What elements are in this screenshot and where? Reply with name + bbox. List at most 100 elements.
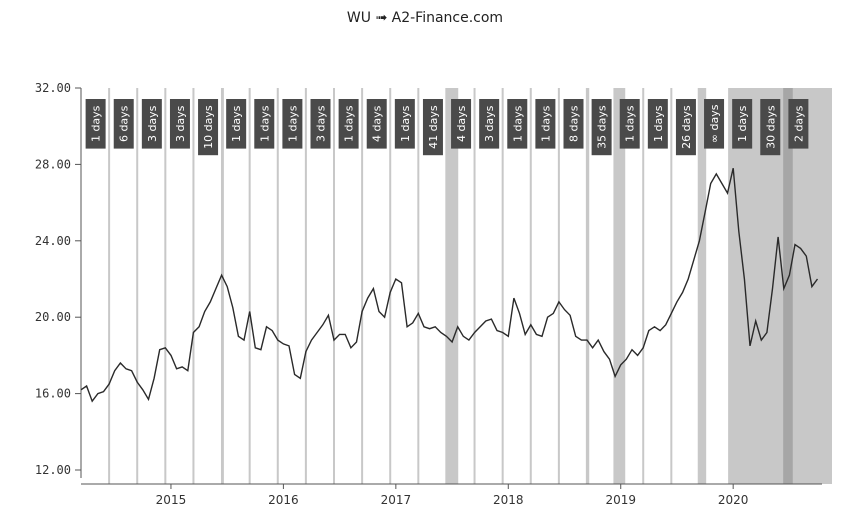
event-badge-19: 1 days [619, 99, 640, 149]
event-badge-10: 4 days [366, 99, 387, 149]
x-tick-label: 2016 [268, 493, 299, 507]
shaded-band-1 [445, 88, 459, 484]
badge-box [591, 99, 612, 156]
badge-label: 1 days [286, 105, 299, 142]
badge-box [226, 99, 247, 149]
event-badge-13: 4 days [451, 99, 472, 149]
axes [80, 88, 822, 485]
badge-label: 1 days [90, 105, 103, 142]
badge-box [198, 99, 219, 156]
badge-label: 3 days [483, 105, 496, 142]
y-tick-label: 32.00 [35, 81, 71, 95]
event-badge-16: 1 days [535, 99, 556, 149]
y-tick-label: 16.00 [35, 387, 71, 401]
badge-label: 30 days [764, 105, 777, 149]
event-badge-17: 8 days [563, 99, 584, 149]
badge-box [394, 99, 415, 149]
badge-box [422, 99, 443, 156]
event-badge-14: 3 days [479, 99, 500, 149]
y-tick-label: 24.00 [35, 234, 71, 248]
chart-title: WU ➟ A2-Finance.com [346, 10, 504, 26]
event-lines [108, 88, 813, 484]
badge-label: 1 days [399, 105, 412, 142]
badge-label: ∞ days [708, 104, 721, 143]
badge-box [282, 99, 303, 149]
x-tick-label: 2018 [493, 493, 524, 507]
event-badge-1: 6 days [113, 99, 134, 149]
badge-label: 3 days [174, 105, 187, 142]
event-badge-4: 10 days [198, 99, 219, 156]
x-tick-label: 2020 [718, 493, 749, 507]
badge-label: 2 days [792, 105, 805, 142]
badge-label: 1 days [343, 105, 356, 142]
event-badge-23: 1 days [732, 99, 753, 149]
event-badge-22: ∞ days [704, 99, 725, 149]
event-badge-25: 2 days [788, 99, 809, 149]
badge-box [310, 99, 331, 149]
x-tick-label: 2015 [156, 493, 187, 507]
event-badge-12: 41 days [422, 99, 443, 156]
badge-box [113, 99, 134, 149]
badge-label: 35 days [596, 105, 609, 149]
event-badge-9: 1 days [338, 99, 359, 149]
badge-label: 10 days [202, 105, 215, 149]
y-tick-label: 12.00 [35, 463, 71, 477]
shaded-band-3 [613, 88, 626, 484]
badge-box [141, 99, 162, 149]
badge-label: 41 days [427, 105, 440, 149]
badge-box [619, 99, 640, 149]
badge-label: 1 days [736, 105, 749, 142]
badge-box [760, 99, 781, 156]
badge-box [647, 99, 668, 149]
event-badge-6: 1 days [254, 99, 275, 149]
price-line [80, 168, 819, 403]
y-tick-label: 28.00 [35, 157, 71, 171]
badge-label: 8 days [568, 105, 581, 142]
badge-label: 3 days [315, 105, 328, 142]
event-badge-24: 30 days [760, 99, 781, 156]
badge-label: 1 days [230, 105, 243, 142]
event-badge-15: 1 days [507, 99, 528, 149]
y-axis-ticks: 12.00 16.00 20.00 24.00 28.00 32.00 [35, 81, 81, 477]
event-badge-8: 3 days [310, 99, 331, 149]
badge-box [338, 99, 359, 149]
badge-box [704, 99, 725, 149]
y-tick-label: 20.00 [35, 310, 71, 324]
badge-label: 1 days [624, 105, 637, 142]
dark-band-0 [783, 88, 793, 484]
shaded-band-4 [697, 88, 707, 484]
badge-label: 6 days [118, 105, 131, 142]
event-badges: 1 days 6 days 3 days 3 days 10 days 1 days 1 d… [85, 99, 809, 156]
badge-box [169, 99, 190, 149]
event-badge-11: 1 days [394, 99, 415, 149]
event-badge-5: 1 days [226, 99, 247, 149]
x-tick-label: 2017 [381, 493, 412, 507]
badge-box [366, 99, 387, 149]
event-badge-2: 3 days [141, 99, 162, 149]
badge-label: 3 days [146, 105, 159, 142]
badge-label: 1 days [652, 105, 665, 142]
badge-box [479, 99, 500, 149]
event-badge-7: 1 days [282, 99, 303, 149]
badge-box [675, 99, 696, 156]
badge-box [732, 99, 753, 149]
event-badge-3: 3 days [169, 99, 190, 149]
x-tick-label: 2019 [605, 493, 636, 507]
badge-box [507, 99, 528, 149]
badge-label: 1 days [258, 105, 271, 142]
badge-label: 26 days [680, 105, 693, 149]
badge-box [535, 99, 556, 149]
event-badge-20: 1 days [647, 99, 668, 149]
badge-box [254, 99, 275, 149]
badge-label: 4 days [455, 105, 468, 142]
event-badge-21: 26 days [675, 99, 696, 156]
badge-box [451, 99, 472, 149]
x-axis-ticks: 2015 2016 2017 2018 2019 2020 [156, 484, 749, 507]
badge-label: 4 days [371, 105, 384, 142]
event-badge-18: 35 days [591, 99, 612, 156]
badge-label: 1 days [539, 105, 552, 142]
badge-box [788, 99, 809, 149]
badge-box [563, 99, 584, 149]
badge-label: 1 days [511, 105, 524, 142]
